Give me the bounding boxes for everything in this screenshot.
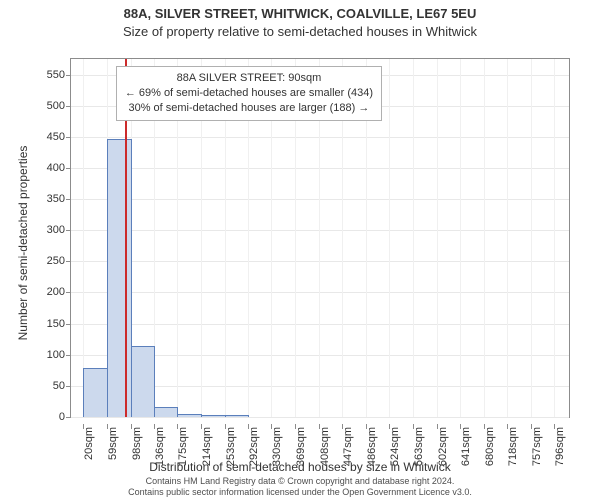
y-tick-mark [66, 168, 71, 169]
figure: 88A, SILVER STREET, WHITWICK, COALVILLE,… [0, 0, 600, 500]
y-tick-mark [66, 106, 71, 107]
histogram-bar [107, 139, 132, 417]
histogram-bar [177, 414, 202, 417]
y-tick-mark [66, 75, 71, 76]
x-axis-label: Distribution of semi-detached houses by … [0, 460, 600, 474]
y-tick-mark [66, 137, 71, 138]
plot-area: 88A SILVER STREET: 90sqm← 69% of semi-de… [70, 58, 570, 418]
y-tick-mark [66, 324, 71, 325]
y-tick-mark [66, 417, 71, 418]
attribution-line-1: Contains HM Land Registry data © Crown c… [0, 476, 600, 487]
grid-hline [71, 417, 569, 418]
histogram-bar [225, 415, 250, 417]
chart-title-line-2: Size of property relative to semi-detach… [0, 24, 600, 39]
y-tick-mark [66, 355, 71, 356]
x-tick-label: 20sqm [83, 427, 95, 460]
x-tick-label: 59sqm [107, 427, 119, 460]
histogram-bar [83, 368, 108, 417]
attribution-text: Contains HM Land Registry data © Crown c… [0, 476, 600, 498]
y-tick-mark [66, 386, 71, 387]
y-tick-mark [66, 230, 71, 231]
y-tick-mark [66, 261, 71, 262]
chart-title-line-1: 88A, SILVER STREET, WHITWICK, COALVILLE,… [0, 6, 600, 21]
annotation-line: 88A SILVER STREET: 90sqm [125, 71, 373, 86]
histogram-bar [131, 346, 156, 417]
attribution-line-2: Contains public sector information licen… [0, 487, 600, 498]
histogram-bar [201, 415, 226, 417]
annotation-line: 30% of semi-detached houses are larger (… [125, 101, 373, 116]
annotation-line: ← 69% of semi-detached houses are smalle… [125, 86, 373, 101]
y-tick-mark [66, 199, 71, 200]
histogram-bar [154, 407, 179, 417]
y-tick-mark [66, 292, 71, 293]
y-axis-label: Number of semi-detached properties [16, 48, 30, 243]
x-tick-label: 98sqm [131, 427, 143, 460]
annotation-box: 88A SILVER STREET: 90sqm← 69% of semi-de… [116, 66, 382, 121]
